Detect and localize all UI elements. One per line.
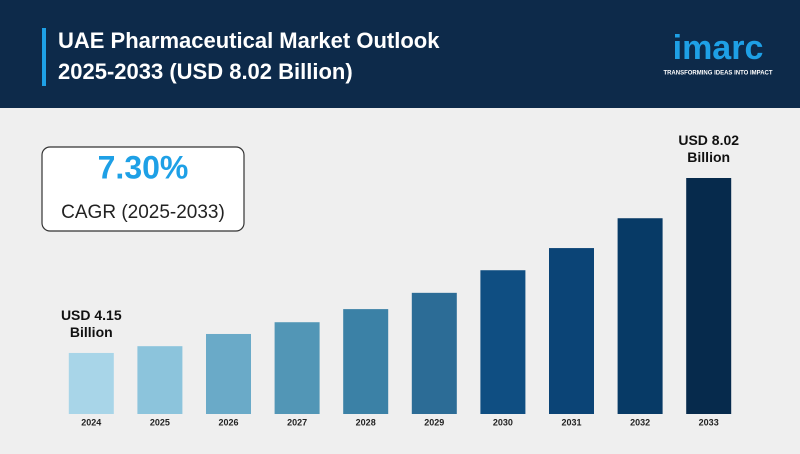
x-tick-label: 2030 xyxy=(493,417,513,427)
title-line: UAE Pharmaceutical Market Outlook xyxy=(58,28,440,53)
x-tick-label: 2033 xyxy=(699,417,719,427)
bar xyxy=(480,270,526,414)
bar xyxy=(206,333,251,414)
brand-name: imarc xyxy=(673,29,764,67)
bar xyxy=(686,178,732,414)
title-accent xyxy=(42,28,46,86)
bar xyxy=(137,346,183,414)
value-label: USD 8.02 Billion xyxy=(678,132,740,165)
title-line: 2025-2033 (USD 8.02 Billion) xyxy=(58,59,353,84)
x-tick-label: 2031 xyxy=(561,417,581,427)
cagr-label: CAGR (2025-2033) xyxy=(61,202,225,223)
bar xyxy=(343,309,389,414)
bar xyxy=(617,218,663,414)
bar xyxy=(549,248,594,414)
x-tick-label: 2027 xyxy=(287,417,307,427)
bar xyxy=(68,352,114,414)
cagr-value: 7.30% xyxy=(98,149,189,185)
x-tick-label: 2026 xyxy=(218,417,238,427)
cagr-box xyxy=(41,146,245,232)
x-tick-label: 2025 xyxy=(150,417,170,427)
x-tick-label: 2029 xyxy=(424,417,444,427)
x-tick-label: 2032 xyxy=(630,417,650,427)
x-tick-label: 2028 xyxy=(356,417,376,427)
bar xyxy=(411,292,457,414)
brand-tagline: TRANSFORMING IDEAS INTO IMPACT xyxy=(663,71,772,77)
bar xyxy=(274,322,320,414)
x-tick-label: 2024 xyxy=(81,417,101,427)
value-label: USD 4.15 Billion xyxy=(60,306,122,340)
header-band xyxy=(0,0,800,108)
